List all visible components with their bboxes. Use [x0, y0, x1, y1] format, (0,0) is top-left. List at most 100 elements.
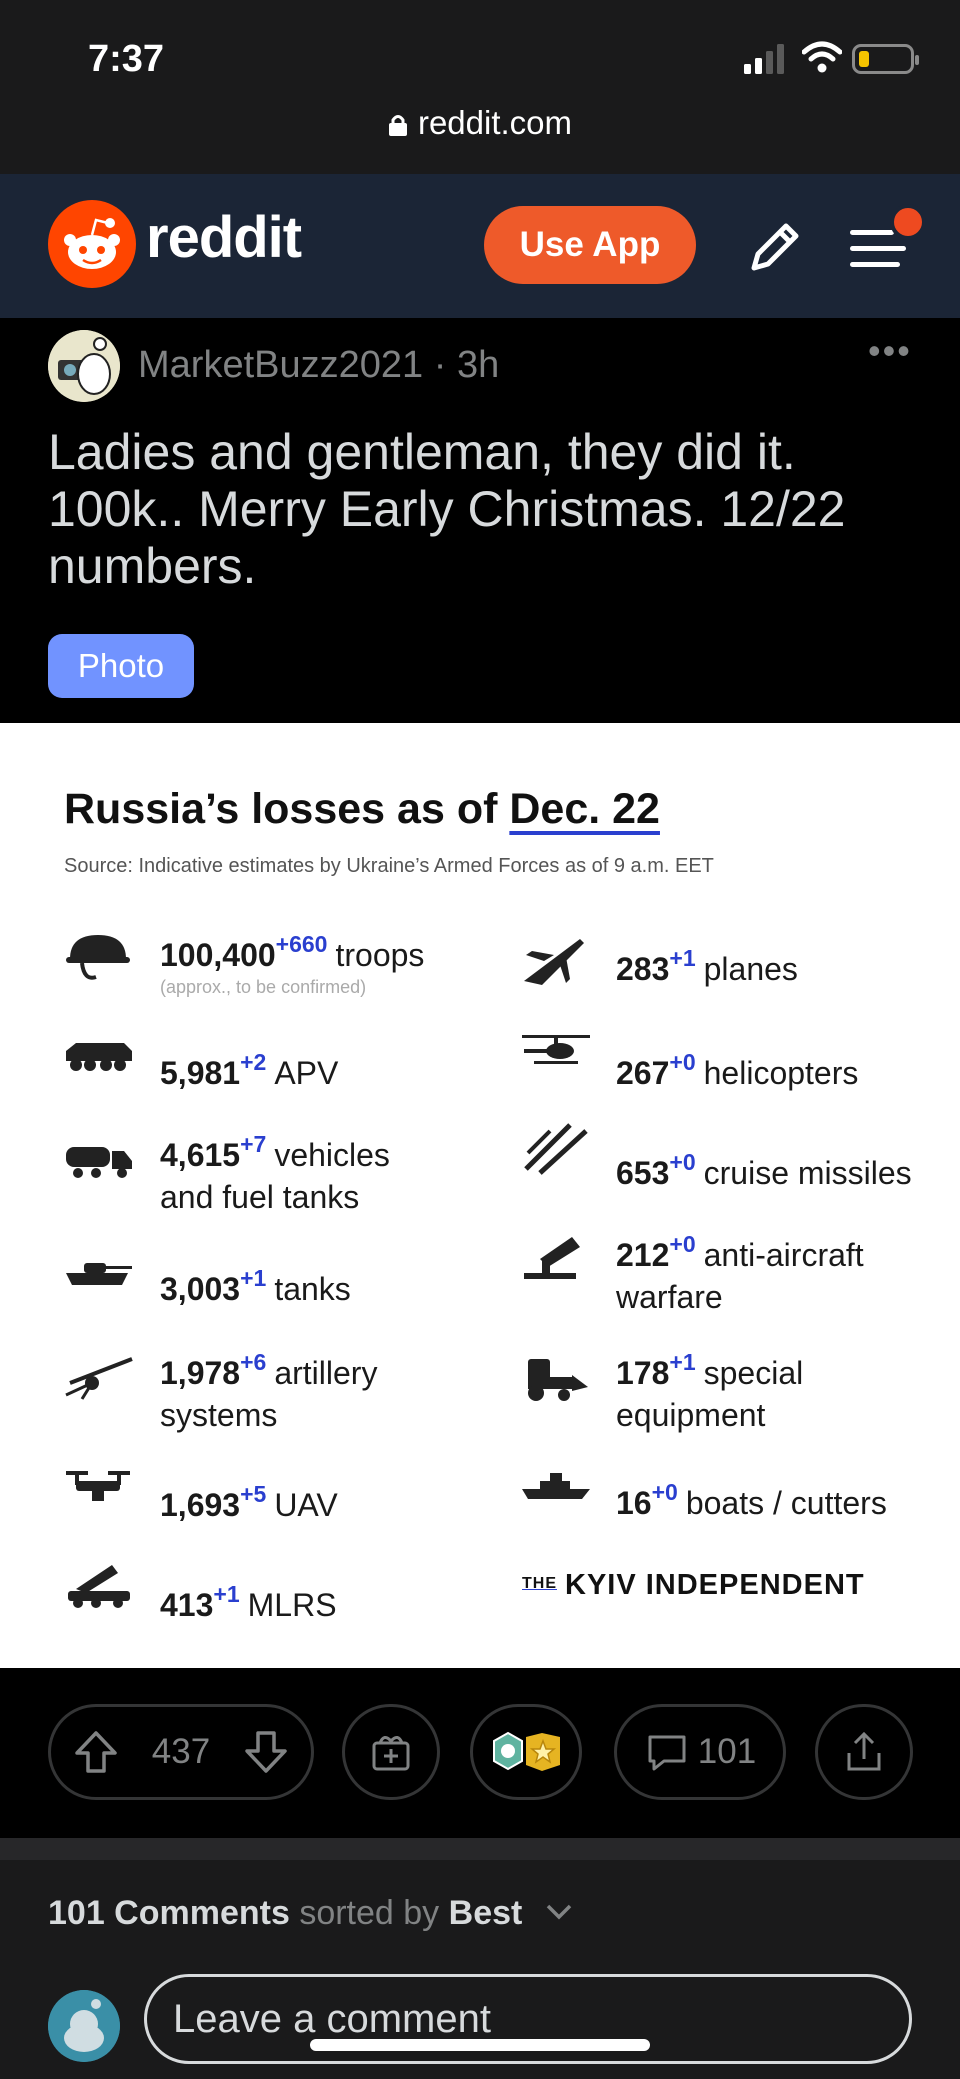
gift-icon — [372, 1736, 410, 1771]
logo-the: THE — [522, 1575, 557, 1592]
user-avatar[interactable] — [48, 1990, 120, 2062]
stat-tanks: 3,003+1 tanks — [160, 1257, 351, 1310]
stat-delta: +2 — [240, 1049, 267, 1075]
anti-aircraft-icon — [524, 1237, 580, 1279]
comment-count: 101 — [697, 1732, 757, 1771]
stat-number: 653 — [616, 1155, 670, 1191]
apv-icon — [66, 1043, 132, 1071]
author-name[interactable]: MarketBuzz2021 — [138, 344, 424, 386]
more-options-icon[interactable]: ••• — [868, 330, 912, 371]
sort-value: Best — [448, 1894, 523, 1932]
awards-display[interactable] — [470, 1704, 582, 1800]
stat-label: troops — [335, 937, 425, 973]
image-source: Source: Indicative estimates by Ukraine’… — [64, 855, 714, 877]
stat-label-2: warfare — [616, 1279, 723, 1315]
stat-delta: +1 — [213, 1581, 240, 1607]
stat-number: 1,978 — [160, 1355, 241, 1391]
post-image[interactable]: Russia’s losses as of Dec. 22 Source: In… — [0, 723, 960, 1668]
stat-cruise-missiles: 653+0 cruise missiles — [616, 1141, 912, 1194]
stat-number: 5,981 — [160, 1055, 241, 1091]
helicopter-icon — [522, 1035, 590, 1064]
logo-name: KYIV INDEPENDENT — [565, 1569, 865, 1601]
stat-number: 283 — [616, 951, 670, 987]
stat-delta: +7 — [240, 1131, 267, 1157]
stat-delta: +0 — [651, 1479, 678, 1505]
stat-apv: 5,981+2 APV — [160, 1041, 338, 1094]
author-avatar[interactable] — [48, 330, 120, 402]
stat-delta: +0 — [669, 1149, 696, 1175]
vote-count: 437 — [151, 1732, 211, 1771]
wifi-icon — [802, 41, 842, 73]
kyiv-independent-logo: THE KYIV INDEPENDENT — [522, 1569, 865, 1602]
stat-delta: +1 — [669, 945, 696, 971]
address-bar[interactable]: reddit.com — [0, 104, 960, 142]
status-time: 7:37 — [88, 38, 165, 80]
comment-bubble-icon — [648, 1735, 686, 1771]
stat-number: 100,400 — [160, 937, 276, 973]
stat-vehicles: 4,615+7 vehicles and fuel tanks — [160, 1123, 390, 1218]
stat-label-2: and fuel tanks — [160, 1179, 360, 1215]
reddit-header: reddit Use App — [0, 174, 960, 318]
comment-input[interactable]: Leave a comment — [144, 1974, 912, 2064]
boat-icon — [522, 1473, 590, 1499]
missile-icon — [524, 1123, 588, 1175]
drone-icon — [66, 1471, 130, 1501]
stat-label: UAV — [274, 1487, 338, 1523]
stat-label: tanks — [274, 1271, 351, 1307]
award-button[interactable] — [342, 1704, 440, 1800]
sorted-by-label: sorted by — [299, 1894, 440, 1932]
stat-mlrs: 413+1 MLRS — [160, 1573, 337, 1626]
signal-icon — [744, 44, 784, 74]
stat-label: vehicles — [274, 1137, 390, 1173]
stat-uav: 1,693+5 UAV — [160, 1473, 338, 1526]
post-action-bar: 437 101 — [0, 1668, 960, 1838]
stat-boats: 16+0 boats / cutters — [616, 1471, 887, 1524]
stat-label-2: systems — [160, 1397, 278, 1433]
stat-number: 4,615 — [160, 1137, 241, 1173]
upvote-arrow-icon[interactable] — [73, 1729, 119, 1775]
plane-icon — [524, 939, 584, 985]
chevron-down-icon — [546, 1904, 572, 1920]
stat-anti-aircraft: 212+0 anti-aircraft warfare — [616, 1223, 864, 1318]
post-title[interactable]: Ladies and gentleman, they did it. 100k.… — [48, 424, 846, 594]
downvote-arrow-icon[interactable] — [243, 1729, 289, 1775]
post-age: 3h — [456, 344, 500, 386]
stat-label: APV — [274, 1055, 339, 1091]
comment-count-label: 101 Comments — [48, 1894, 290, 1932]
section-divider — [0, 1838, 960, 1860]
snoo-avatar-icon — [48, 1990, 120, 2062]
truck-icon — [66, 1147, 132, 1178]
artillery-icon — [65, 1357, 133, 1400]
share-icon — [847, 1731, 881, 1771]
lock-icon — [388, 115, 407, 136]
hamburger-menu-icon[interactable] — [848, 218, 912, 278]
stat-label: special — [703, 1355, 804, 1391]
reddit-logo-icon[interactable] — [48, 200, 136, 288]
stat-number: 1,693 — [160, 1487, 241, 1523]
stat-special-equipment: 178+1 special equipment — [616, 1341, 803, 1436]
stat-troops: 100,400+660 troops (approx., to be confir… — [160, 923, 424, 998]
stat-delta: +1 — [240, 1265, 267, 1291]
stat-delta: +0 — [669, 1231, 696, 1257]
stat-label: boats / cutters — [685, 1485, 887, 1521]
stat-number: 267 — [616, 1055, 670, 1091]
comment-sort[interactable]: 101 Comments sorted by Best — [48, 1894, 574, 1933]
stat-delta: +6 — [240, 1349, 267, 1375]
post-header: MarketBuzz2021 · 3h ••• Ladies and gentl… — [0, 318, 960, 723]
stat-label: MLRS — [247, 1587, 337, 1623]
helmet-icon — [66, 935, 130, 980]
stat-delta: +660 — [275, 931, 328, 957]
mlrs-icon — [68, 1565, 130, 1608]
create-post-pencil-icon[interactable] — [742, 214, 808, 280]
reddit-wordmark[interactable]: reddit — [146, 205, 302, 270]
avatar-camera-icon — [48, 330, 120, 402]
use-app-button[interactable]: Use App — [484, 206, 696, 284]
stat-note: (approx., to be confirmed) — [160, 977, 367, 997]
awards-badges-icon — [493, 1731, 560, 1771]
stat-label: cruise missiles — [703, 1155, 912, 1191]
post-flair[interactable]: Photo — [48, 634, 194, 698]
image-title-text: Russia’s losses as of — [64, 785, 510, 833]
comments-button[interactable]: 101 — [614, 1704, 786, 1800]
battery-icon — [852, 44, 919, 74]
share-button[interactable] — [815, 1704, 913, 1800]
